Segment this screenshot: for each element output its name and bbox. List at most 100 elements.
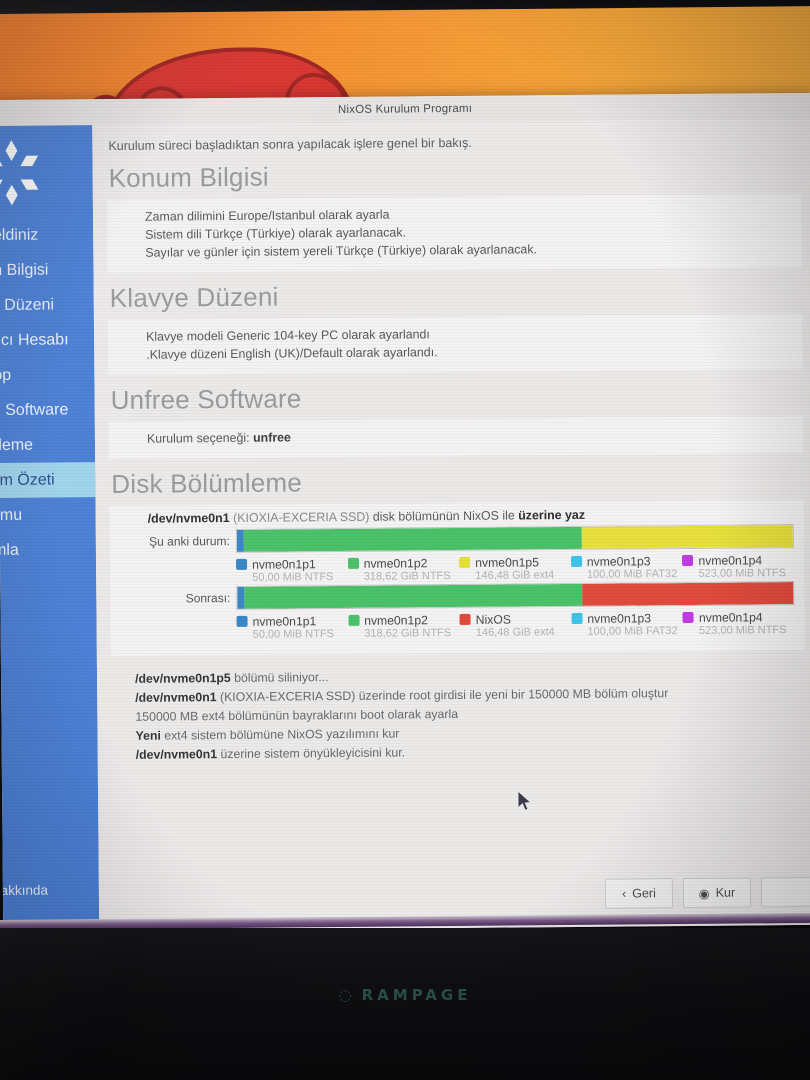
button-bar: ‹ Geri ◉ Kur <box>604 876 810 909</box>
partition-legend-name: nvme0n1p5 <box>475 555 540 570</box>
sidebar-item-label: Desktop <box>0 366 12 384</box>
partition-bar-after[interactable] <box>236 580 795 610</box>
keyboard-panel: Klavye modeli Generic 104-key PC olarak … <box>107 313 803 375</box>
installer-window: NixOS Kurulum Programı Hoş geldiniz <box>0 92 810 932</box>
desktop-wallpaper <box>0 6 810 106</box>
partition-legend-item: nvme0n1p3 100,00 MiB FAT32 <box>571 611 683 638</box>
partition-legend-name: nvme0n1p3 <box>587 611 652 626</box>
partition-legend-item: nvme0n1p3 100,00 MiB FAT32 <box>570 554 683 581</box>
partition-bar-before[interactable] <box>235 523 794 553</box>
partition-legend-item: nvme0n1p4 523,00 MiB NTFS <box>682 610 795 637</box>
partition-device-model: (KIOXIA-EXCERIA SSD) <box>233 509 370 525</box>
partition-color-swatch-icon <box>236 559 248 571</box>
partition-color-swatch-icon <box>347 558 359 570</box>
partition-before-label: Şu anki durum: <box>149 533 230 549</box>
partition-legend-size: 318,62 GiB NTFS <box>364 626 452 640</box>
sidebar-item-user-account[interactable]: Kullanıcı Hesabı <box>0 322 94 358</box>
partition-legend-item: NixOS 146,48 GiB ext4 <box>459 612 572 639</box>
sidebar-item-welcome[interactable]: Hoş geldiniz <box>0 217 93 253</box>
partition-device-heading: /dev/nvme0n1 (KIOXIA-EXCERIA SSD) disk b… <box>148 506 794 526</box>
partition-summary-list: /dev/nvme0n1p5 bölümü siliniyor.../dev/n… <box>135 664 806 765</box>
partition-legend-size: 146,48 GiB ext4 <box>475 626 555 639</box>
rampage-logo-icon: ◌ <box>338 986 356 1004</box>
sidebar-item-partitioning[interactable]: Bölümleme <box>0 427 95 463</box>
partition-color-swatch-icon <box>682 612 694 624</box>
section-title-keyboard: Klavye Düzeni <box>109 281 279 313</box>
partition-legend-size: 318,62 GiB NTFS <box>363 569 451 583</box>
partition-legend-name: nvme0n1p1 <box>252 614 317 629</box>
partition-legend-item: nvme0n1p2 318,62 GiB NTFS <box>347 556 460 583</box>
partition-color-swatch-icon <box>571 613 583 625</box>
sidebar-item-label: Tamamla <box>0 541 19 559</box>
partition-color-swatch-icon <box>236 616 248 628</box>
partition-legend-name: nvme0n1p3 <box>586 554 651 569</box>
partition-bar-before-row: Şu anki durum: <box>148 523 794 554</box>
sidebar-item-label: Kurulumu <box>0 506 23 524</box>
partition-legend-size: 523,00 MiB NTFS <box>698 624 787 637</box>
monitor-brand-label: RAMPAGE <box>361 986 472 1004</box>
sidebar-item-finish[interactable]: Tamamla <box>0 532 96 568</box>
third-button-cutoff[interactable] <box>760 876 810 908</box>
partition-legend-size: 50,00 MiB NTFS <box>252 570 334 584</box>
partition-segment[interactable] <box>581 581 794 606</box>
nixos-snowflake-logo-icon <box>0 140 39 206</box>
sidebar-item-label: Klavye Düzeni <box>0 296 55 314</box>
partition-legend-size: 146,48 GiB ext4 <box>475 569 555 582</box>
monitor-brand: ◌ RAMPAGE <box>0 986 810 1004</box>
partition-legend-size: 50,00 MiB NTFS <box>252 627 335 641</box>
sidebar-item-label: Kurulum Özeti <box>0 471 55 489</box>
summary-content: Kurulum süreci başladıktan sonra yapılac… <box>92 118 810 932</box>
partition-color-swatch-icon <box>459 614 471 626</box>
sidebar-item-label: Bölümleme <box>0 436 34 454</box>
sidebar-item-label: Hoş geldiniz <box>0 226 39 244</box>
partition-segment[interactable] <box>243 526 582 552</box>
partition-legend-item: nvme0n1p1 50,00 MiB NTFS <box>236 614 349 641</box>
sidebar-item-desktop[interactable]: Desktop <box>0 357 95 393</box>
sidebar-item-label: Unfree Software <box>0 400 69 419</box>
partition-legend-size: 100,00 MiB FAT32 <box>586 567 678 581</box>
location-panel: Zaman dilimini Europe/Istanbul olarak ay… <box>106 193 802 273</box>
sidebar-steps: Hoş geldiniz Konum Bilgisi Klavye Düzeni… <box>0 217 96 568</box>
sidebar-item-location[interactable]: Konum Bilgisi <box>0 252 94 288</box>
sidebar-item-install[interactable]: Kurulumu <box>0 497 96 533</box>
unfree-option-row: Kurulum seçeneği: unfree <box>147 425 791 449</box>
partition-legend-before: nvme0n1p1 50,00 MiB NTFS nvme0n1p2 318,62 G… <box>236 553 794 584</box>
partition-legend-after: nvme0n1p1 50,00 MiB NTFS nvme0n1p2 318,62 G… <box>236 610 795 641</box>
window-title: NixOS Kurulum Programı <box>337 102 473 117</box>
install-button[interactable]: ◉ Kur <box>682 877 752 909</box>
unfree-panel: Kurulum seçeneği: unfree <box>108 415 804 459</box>
partition-segment[interactable] <box>581 524 793 549</box>
partition-device-name: /dev/nvme0n1 <box>147 510 230 526</box>
chevron-left-icon: ‹ <box>621 886 627 901</box>
monitor-bottom-bezel: ◌ RAMPAGE <box>0 928 810 1080</box>
sidebar-item-label: Kullanıcı Hesabı <box>0 330 69 349</box>
partition-head-mid: disk bölümünün NixOS ile <box>372 508 515 524</box>
sidebar-item-label: Konum Bilgisi <box>0 261 49 279</box>
partition-after-label: Sonrası: <box>185 590 231 606</box>
sidebar-item-summary[interactable]: Kurulum Özeti <box>0 462 96 498</box>
install-disc-icon: ◉ <box>698 886 710 901</box>
partition-legend-name: nvme0n1p2 <box>364 613 428 628</box>
partition-legend-name: nvme0n1p2 <box>363 556 428 571</box>
partition-bar-after-row: Sonrası: <box>148 580 795 611</box>
partition-legend-name: nvme0n1p4 <box>698 553 763 568</box>
partition-panel: /dev/nvme0n1 (KIOXIA-EXCERIA SSD) disk b… <box>109 499 805 656</box>
partition-legend-size: 523,00 MiB NTFS <box>698 567 787 580</box>
partition-legend-item: nvme0n1p2 318,62 GiB NTFS <box>348 613 460 640</box>
back-button[interactable]: ‹ Geri <box>604 878 674 909</box>
partition-legend-item: nvme0n1p1 50,00 MiB NTFS <box>236 557 348 584</box>
mouse-pointer-icon <box>517 790 533 812</box>
partition-legend-item: nvme0n1p5 146,48 GiB ext4 <box>459 555 571 582</box>
partition-color-swatch-icon <box>459 557 471 569</box>
install-button-label: Kur <box>715 885 736 900</box>
partition-legend-size: 100,00 MiB FAT32 <box>587 624 678 638</box>
sidebar-item-keyboard[interactable]: Klavye Düzeni <box>0 287 94 323</box>
sidebar-item-unfree-software[interactable]: Unfree Software <box>0 392 95 428</box>
partition-color-swatch-icon <box>348 615 360 627</box>
intro-text: Kurulum süreci başladıktan sonra yapılac… <box>108 135 472 154</box>
partition-segment[interactable] <box>243 583 583 609</box>
partition-color-swatch-icon <box>682 555 694 567</box>
about-link[interactable]: Hakkında <box>2 882 49 898</box>
section-title-location: Konum Bilgisi <box>108 161 269 194</box>
back-button-label: Geri <box>632 886 656 901</box>
